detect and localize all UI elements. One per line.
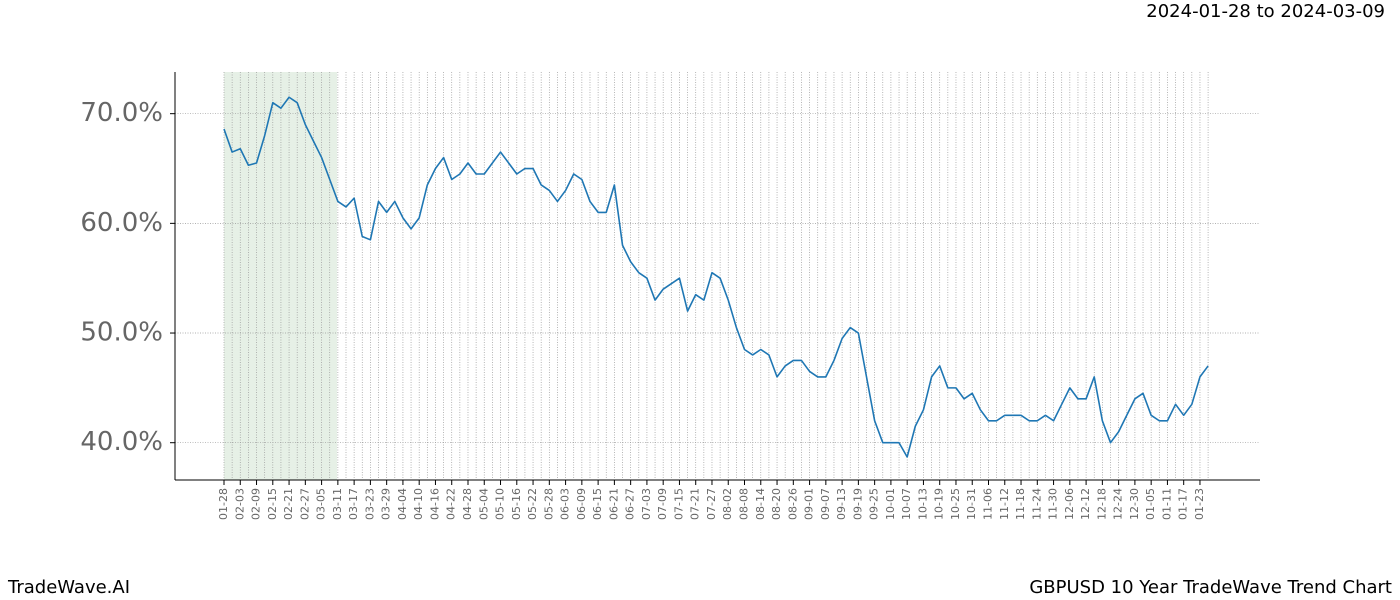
x-tick-label: 01-28 xyxy=(217,488,230,520)
x-tick-label: 02-27 xyxy=(298,488,311,520)
grid: 40.0% 50.0% 60.0% 70.0% 01-28 02-03 02-09 02-15… xyxy=(80,72,1260,520)
x-tick-label: 07-03 xyxy=(640,488,653,520)
x-tick-label: 01-17 xyxy=(1177,488,1190,520)
x-tick-label: 02-09 xyxy=(250,488,263,520)
x-tick-label: 05-22 xyxy=(526,488,539,520)
x-tick-label: 10-13 xyxy=(916,488,929,520)
x-tick-label: 06-27 xyxy=(624,488,637,520)
x-tick-label: 11-30 xyxy=(1047,488,1060,520)
x-tick-label: 07-15 xyxy=(672,488,685,520)
x-tick-label: 11-06 xyxy=(982,488,995,520)
x-tick-label: 03-17 xyxy=(347,488,360,520)
y-tick-label: 40.0% xyxy=(80,427,163,457)
x-tick-label: 12-12 xyxy=(1079,488,1092,520)
x-tick-label: 07-09 xyxy=(656,488,669,520)
x-tick-label: 06-03 xyxy=(559,488,572,520)
x-tick-label: 04-16 xyxy=(428,488,441,520)
x-tick-label: 02-03 xyxy=(233,488,246,520)
x-tick-label: 10-07 xyxy=(900,488,913,520)
x-tick-label: 11-24 xyxy=(1030,488,1043,520)
x-tick-label: 12-06 xyxy=(1063,488,1076,520)
date-range: 2024-01-28 to 2024-03-09 xyxy=(1146,1,1385,22)
x-tick-label: 08-02 xyxy=(721,488,734,520)
x-tick-label: 04-10 xyxy=(412,488,425,520)
chart-title: GBPUSD 10 Year TradeWave Trend Chart xyxy=(1029,577,1392,598)
x-tick-label: 08-08 xyxy=(738,488,751,520)
brand: TradeWave.AI xyxy=(7,577,130,598)
x-tick-label: 08-14 xyxy=(754,488,767,520)
y-tick-label: 70.0% xyxy=(80,98,163,128)
x-tick-label: 03-23 xyxy=(363,488,376,520)
x-tick-label: 10-31 xyxy=(965,488,978,520)
x-tick-label: 11-12 xyxy=(998,488,1011,520)
x-tick-label: 10-25 xyxy=(949,488,962,520)
x-tick-label: 09-25 xyxy=(868,488,881,520)
x-tick-label: 09-01 xyxy=(803,488,816,520)
x-tick-label: 12-18 xyxy=(1095,488,1108,520)
x-tick-label: 08-26 xyxy=(786,488,799,520)
x-tick-label: 04-28 xyxy=(461,488,474,520)
y-tick-label: 50.0% xyxy=(80,318,163,348)
x-tick-label: 07-21 xyxy=(689,488,702,520)
x-tick-label: 04-22 xyxy=(445,488,458,520)
plot xyxy=(223,96,1209,458)
x-tick-label: 12-30 xyxy=(1128,488,1141,520)
highlight-span xyxy=(224,72,337,480)
x-tick-label: 11-18 xyxy=(1014,488,1027,520)
x-tick-label: 01-05 xyxy=(1144,488,1157,520)
x-tick-label: 09-19 xyxy=(851,488,864,520)
x-tick-label: 05-16 xyxy=(510,488,523,520)
x-tick-label: 05-10 xyxy=(494,488,507,520)
x-tick-label: 12-24 xyxy=(1112,488,1125,520)
trend-line xyxy=(223,96,1209,458)
x-tick-label: 09-07 xyxy=(819,488,832,520)
x-tick-label: 10-01 xyxy=(884,488,897,520)
x-tick-label: 09-13 xyxy=(835,488,848,520)
x-tick-label: 06-09 xyxy=(575,488,588,520)
x-tick-label: 10-19 xyxy=(933,488,946,520)
x-tick-label: 07-27 xyxy=(705,488,718,520)
y-tick-label: 60.0% xyxy=(80,208,163,238)
x-tick-label: 03-11 xyxy=(331,488,344,520)
x-tick-label: 03-29 xyxy=(380,488,393,520)
x-tick-label: 03-05 xyxy=(315,488,328,520)
x-tick-label: 05-28 xyxy=(542,488,555,520)
x-tick-label: 01-23 xyxy=(1193,488,1206,520)
x-tick-label: 02-15 xyxy=(266,488,279,520)
x-tick-label: 06-15 xyxy=(591,488,604,520)
x-tick-label: 06-21 xyxy=(607,488,620,520)
x-tick-label: 02-21 xyxy=(282,488,295,520)
x-tick-label: 05-04 xyxy=(477,488,490,520)
x-tick-label: 01-11 xyxy=(1160,488,1173,520)
x-tick-label: 08-20 xyxy=(770,488,783,520)
x-tick-label: 04-04 xyxy=(396,488,409,520)
